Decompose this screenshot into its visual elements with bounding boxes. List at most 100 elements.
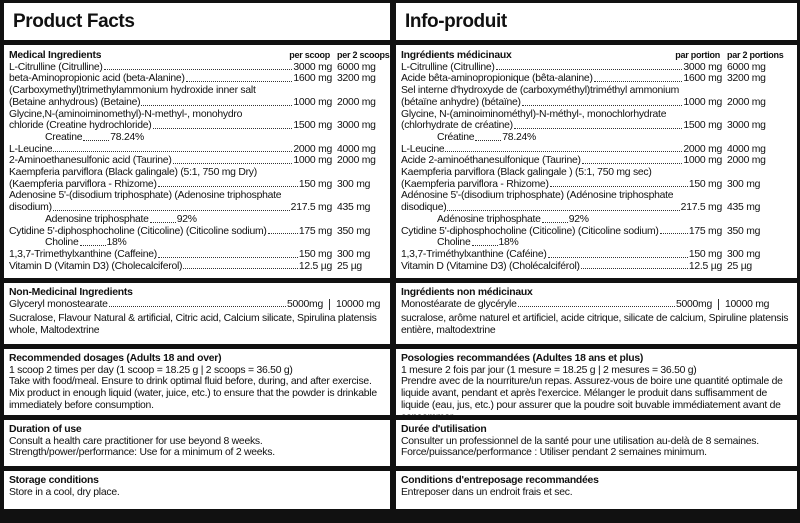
amount-double: 350 mg bbox=[337, 225, 371, 237]
amount: 150 mg bbox=[298, 248, 332, 260]
amount-double: 300 mg bbox=[727, 248, 761, 260]
ingredient-cell: disodique) 217.5 mg bbox=[401, 202, 722, 214]
ingredient-cell: (Kaempferia parviflora - Rhizome) 150 mg bbox=[401, 179, 722, 191]
ingredient-name: Acide bêta-aminopropionique (bêta-alanin… bbox=[401, 73, 593, 85]
amount: 150 mg bbox=[688, 178, 722, 190]
info-section: Posologies recommandées (Adultes 18 ans … bbox=[396, 349, 797, 415]
ingredient-line: Kaempferia parviflora (Black galingale )… bbox=[401, 167, 792, 179]
ingredient-name: (Betaine anhydrous) (Betaine) bbox=[9, 96, 141, 108]
leader bbox=[152, 120, 293, 129]
leader bbox=[52, 202, 290, 211]
amount: 3000 mg bbox=[683, 61, 722, 73]
panel-title: Info-produit bbox=[405, 11, 507, 32]
ingredient-line: (Betaine anhydrous) (Betaine) 1000 mg 2000… bbox=[9, 97, 385, 109]
section-heading: Ingrédients médicinaux bbox=[401, 50, 512, 61]
amount-double: 10000 mg bbox=[329, 298, 385, 311]
ingredient-line: Monostéarate de glycéryle 5000mg 10000 mg bbox=[401, 298, 792, 311]
leader bbox=[495, 62, 683, 71]
ingredient-name: (Carboxymethyl)trimethylammonium hydroxi… bbox=[9, 85, 256, 97]
amount: 217.5 mg bbox=[290, 202, 333, 214]
empty-cell bbox=[722, 167, 792, 179]
ingredient-name: (bétaïne anhydre) (bétaïne) bbox=[401, 96, 521, 108]
ingredient-line: Cytidine 5'-diphosphocholine (Citicoline… bbox=[9, 226, 385, 238]
ingredient-line: (chlorhydrate de créatine) 1500 mg 3000 mg bbox=[401, 120, 792, 132]
ingredient-name: Glyceryl monostearate bbox=[9, 298, 108, 310]
leader bbox=[79, 237, 106, 246]
ingredient-line: Adénosine 5'-(disodium triphosphate) (Ad… bbox=[401, 190, 792, 202]
sub-cell: Créatine 78.24% bbox=[401, 132, 722, 144]
amount-double: 6000 mg bbox=[337, 61, 376, 73]
medicinal-section: Ingrédients médicinaux par portion par 2 p… bbox=[396, 45, 797, 278]
ingredient-name: L-Citrulline (Citrulline) bbox=[401, 61, 495, 73]
ingredient-line: Kaempferia parviflora (Black galingale) … bbox=[9, 167, 385, 179]
ingredient-name: (Kaempferia parviflora - Rhizome) bbox=[401, 178, 549, 190]
ingredient-line: L-Leucine 2000 mg 4000 mg bbox=[9, 144, 385, 156]
column-label: par 2 portions bbox=[727, 50, 784, 60]
ingredient-cell: Adénosine 5'-(disodium triphosphate) (Ad… bbox=[401, 190, 722, 202]
empty-cell bbox=[722, 109, 792, 121]
ingredient-name: Monostéarate de glycéryle bbox=[401, 298, 517, 310]
section-text: 1 scoop 2 times per day (1 scoop = 18.25… bbox=[9, 364, 293, 376]
leader bbox=[183, 261, 298, 270]
sub-ingredient-line: Choline 18% bbox=[401, 237, 792, 249]
amount-double: 6000 mg bbox=[727, 61, 766, 73]
ingredient-line: Vitamin D (Vitamin D3) (Cholecalciferol)… bbox=[9, 261, 385, 273]
ingredient-name: Kaempferia parviflora (Black galingale )… bbox=[401, 167, 652, 179]
amount: 1000 mg bbox=[293, 155, 332, 167]
ingredient-line: Glycine,N-(aminoiminomethyl)-N-methyl-, … bbox=[9, 109, 385, 121]
section-text: Force/puissance/performance : Utiliser p… bbox=[401, 447, 707, 459]
ingredient-name: Sel interne d'hydroxyde de (carboxyméthy… bbox=[401, 85, 680, 97]
ingredient-cell: Adenosine 5'-(disodium triphosphate) (Ad… bbox=[9, 190, 332, 202]
sub-amount: 18% bbox=[498, 237, 519, 249]
ingredient-cell: Glycine,N-(aminoiminomethyl)-N-methyl-, … bbox=[9, 109, 332, 121]
amount-double: 25 µg bbox=[337, 260, 362, 272]
ingredient-cell: Sel interne d'hydroxyde de (carboxyméthy… bbox=[401, 85, 722, 97]
amount-double: 10000 mg bbox=[718, 298, 792, 311]
panel-header: Product Facts bbox=[4, 3, 390, 40]
ingredient-cell: Glyceryl monostearate 5000mg bbox=[9, 299, 323, 311]
ingredient-name: Adénosine 5'-(disodium triphosphate) (Ad… bbox=[401, 190, 674, 202]
amount-double: 435 mg bbox=[727, 202, 761, 214]
amount: 1000 mg bbox=[293, 96, 332, 108]
ingredient-cell: (Kaempferia parviflora - Rhizome) 150 mg bbox=[9, 179, 332, 191]
section-heading: Posologies recommandées (Adultes 18 ans … bbox=[401, 353, 644, 364]
amount-double: 300 mg bbox=[727, 178, 761, 190]
info-section: Conditions d'entreposage recommandées Ent… bbox=[396, 471, 797, 509]
section-text: Consulter un professionnel de la santé p… bbox=[401, 435, 759, 447]
section-text: Prendre avec de la nourriture/un repas. … bbox=[401, 376, 783, 415]
amount-double: 435 mg bbox=[337, 202, 371, 214]
section-text: Store in a cool, dry place. bbox=[9, 486, 120, 498]
sub-amount: 18% bbox=[106, 237, 127, 249]
section-heading: Durée d'utilisation bbox=[401, 424, 487, 435]
ingredient-line: (Kaempferia parviflora - Rhizome) 150 mg 3… bbox=[401, 179, 792, 191]
amount: 2000 mg bbox=[293, 143, 332, 155]
ingredient-line: Sel interne d'hydroxyde de (carboxyméthy… bbox=[401, 85, 792, 97]
amount: 217.5 mg bbox=[680, 202, 723, 214]
ingredient-cell: Kaempferia parviflora (Black galingale )… bbox=[401, 167, 722, 179]
ingredient-line: Adenosine 5'-(disodium triphosphate) (Ad… bbox=[9, 190, 385, 202]
empty-cell bbox=[722, 85, 792, 97]
amount: 1000 mg bbox=[683, 155, 722, 167]
ingredient-name: (chlorhydrate de créatine) bbox=[401, 120, 513, 132]
sub-ingredient-line: Adénosine triphosphate 92% bbox=[401, 214, 792, 226]
leader bbox=[53, 144, 293, 153]
amount-double: 2000 mg bbox=[337, 96, 376, 108]
ingredient-name: 1,3,7-Trimethylxanthine (Caffeine) bbox=[9, 248, 158, 260]
amount: 1600 mg bbox=[683, 73, 722, 85]
sub-amount: 78.24% bbox=[502, 131, 537, 143]
empty-cell bbox=[332, 109, 385, 121]
ingredient-name: Glycine, N-(aminoiminométhyl)-N-méthyl-,… bbox=[401, 108, 667, 120]
ingredient-name: (Kaempferia parviflora - Rhizome) bbox=[9, 178, 157, 190]
other-ingredients: sucralose, arôme naturel et artificiel, … bbox=[401, 313, 789, 337]
ingredient-name: disodium) bbox=[9, 202, 52, 214]
section-heading: Conditions d'entreposage recommandées bbox=[401, 475, 599, 486]
ingredient-name: L-Leucine bbox=[9, 143, 53, 155]
sub-cell: Adénosine triphosphate 92% bbox=[401, 214, 722, 226]
empty-cell bbox=[332, 85, 385, 97]
ingredient-cell: (Carboxymethyl)trimethylammonium hydroxi… bbox=[9, 85, 332, 97]
section-heading: Duration of use bbox=[9, 424, 82, 435]
sub-ingredient-line: Adenosine triphosphate 92% bbox=[9, 214, 385, 226]
empty-cell bbox=[332, 190, 385, 202]
sub-cell: Choline 18% bbox=[9, 237, 332, 249]
